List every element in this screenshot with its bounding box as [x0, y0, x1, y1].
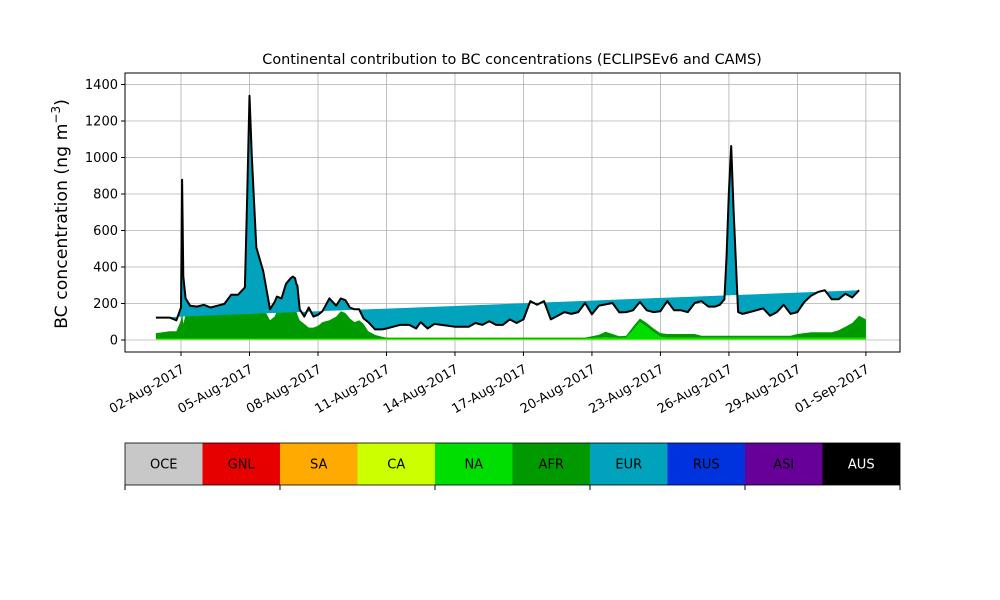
legend-label-eur: EUR — [615, 458, 642, 473]
y-tick-label: 1200 — [85, 115, 118, 130]
legend-swatch-eur — [590, 443, 668, 485]
y-tick-label: 600 — [93, 224, 118, 239]
legend-swatch-na — [435, 443, 513, 485]
chart-title: Continental contribution to BC concentra… — [262, 52, 761, 68]
plot-frame — [124, 72, 901, 353]
y-tick-label: 200 — [93, 297, 118, 312]
y-tick-label: 1000 — [85, 151, 118, 166]
total-outline — [155, 94, 860, 331]
x-tick-label: 02-Aug-2017 — [107, 362, 187, 417]
x-tick-label: 23-Aug-2017 — [586, 362, 666, 417]
x-tick-label: 01-Sep-2017 — [792, 362, 872, 417]
area-afr — [155, 114, 866, 339]
y-axis-label-close: ) — [52, 99, 72, 106]
y-axis-label-main: BC concentration (ng m — [52, 124, 72, 329]
x-tick-label: 08-Aug-2017 — [244, 362, 324, 417]
area-eur — [155, 95, 860, 330]
area-ca — [155, 339, 866, 340]
legend-swatch-sa — [280, 443, 358, 485]
legend-label-afr: AFR — [539, 458, 564, 473]
y-tick-label: 400 — [93, 261, 118, 276]
area-na — [155, 322, 866, 340]
y-axis: 0 200 400 600 800 1000 1200 1400 — [85, 78, 125, 349]
legend-frame — [124, 442, 901, 486]
legend-swatch-gnl — [202, 443, 280, 485]
legend-label-na: NA — [464, 458, 483, 473]
y-tick-label: 0 — [110, 334, 118, 349]
x-tick-label: 17-Aug-2017 — [450, 362, 530, 417]
y-tick-label: 800 — [93, 188, 118, 203]
legend-swatch-aus — [822, 443, 900, 485]
legend-label-sa: SA — [310, 458, 327, 473]
legend-label-asi: ASI — [773, 458, 794, 473]
x-tick-label: 05-Aug-2017 — [176, 362, 256, 417]
legend-swatch-asi — [745, 443, 823, 485]
x-tick-label: 14-Aug-2017 — [381, 362, 461, 417]
legend-swatch-ca — [357, 443, 435, 485]
stacked-areas — [155, 95, 866, 340]
y-tick-label: 1400 — [85, 78, 118, 93]
x-tick-label: 29-Aug-2017 — [723, 362, 803, 417]
x-axis: 02-Aug-201705-Aug-201708-Aug-201711-Aug-… — [107, 352, 872, 417]
total-line — [155, 94, 860, 331]
legend-label-rus: RUS — [693, 458, 720, 473]
legend-swatch-rus — [667, 443, 745, 485]
legend-label-oce: OCE — [150, 458, 178, 473]
y-axis-label: BC concentration (ng m−3) — [49, 99, 72, 329]
x-tick-label: 20-Aug-2017 — [518, 362, 598, 417]
legend-swatch-oce — [125, 443, 203, 485]
x-tick-label: 26-Aug-2017 — [655, 362, 735, 417]
legend-label-gnl: GNL — [228, 458, 256, 473]
y-axis-label-sup: −3 — [49, 106, 63, 124]
x-tick-label: 11-Aug-2017 — [313, 362, 393, 417]
legend-label-ca: CA — [387, 458, 405, 473]
legend-swatch-afr — [512, 443, 590, 485]
legend-label-aus: AUS — [848, 458, 875, 473]
colorbar-legend: OCE GNL SA CA NA AFR EUR RUS ASI AUS — [124, 442, 901, 490]
